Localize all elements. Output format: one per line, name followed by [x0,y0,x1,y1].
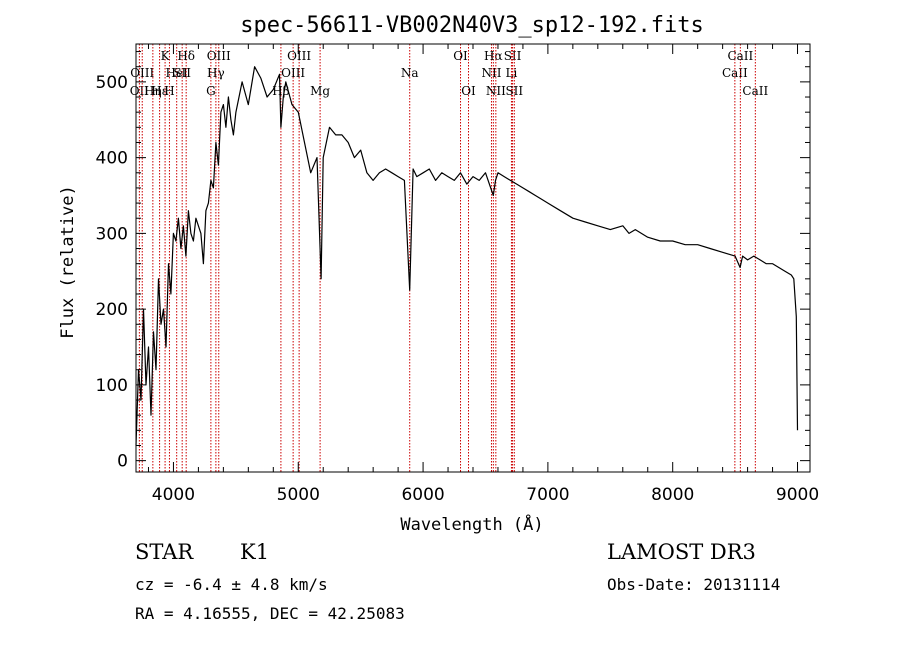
y-axis-label: Flux (relative) [58,185,78,339]
spectral-line-label: G [206,84,216,98]
y-tick-label: 300 [96,224,128,244]
spectral-line-label: OI [453,49,468,63]
redshift-cz: cz = -6.4 ± 4.8 km/s [135,575,328,594]
spectral-line-label: Hδ [177,49,195,63]
x-tick-label: 8000 [651,485,694,505]
chart-title: spec-56611-VB002N40V3_sp12-192.fits [240,13,704,38]
spectral-line-label: SII [173,66,191,80]
y-tick-label: 100 [96,376,128,396]
coordinates: RA = 4.16555, DEC = 42.25083 [135,604,405,623]
spectral-line-label: OIII [287,49,311,63]
spectral-line-label: K [161,49,171,63]
data-release: LAMOST DR3 [607,540,756,564]
spectral-line-label: CaII [727,49,753,63]
spectral-line-label: OIII [130,66,154,80]
y-tick-label: 500 [96,73,128,93]
spectral-line-label: CaII [742,84,768,98]
spectral-line-label: SII [505,84,523,98]
spectral-line-label: Mg [310,84,330,98]
spectral-line-label: Hγ [207,66,225,80]
spectral-line-label: Na [401,66,419,80]
spectral-line-label: OIII [281,66,305,80]
object-subclass: K1 [240,540,270,564]
spectral-line-label: NII [486,84,506,98]
axis-ticks: 4000 5000 6000 7000 8000 9000 0 100 200 300 400 500 [96,44,819,505]
x-tick-label: 6000 [401,485,444,505]
spectral-line-label: Hη [144,84,162,98]
y-tick-label: 0 [117,452,128,472]
y-tick-label: 400 [96,149,128,169]
y-tick-label: 200 [96,300,128,320]
spectrum-series [135,66,799,446]
obs-date: Obs-Date: 20131114 [607,575,781,594]
spectrum-line [135,66,799,446]
spectral-line-label: CaII [722,66,748,80]
spectral-line-label: Li [506,66,518,80]
x-tick-label: 9000 [776,485,819,505]
spectral-line-label: OII [130,84,150,98]
spectral-line-label: NII [481,66,501,80]
spectral-line-label: OI [461,84,476,98]
spectral-line-label: OIII [207,49,231,63]
x-tick-label: 4000 [152,485,195,505]
x-tick-label: 5000 [277,485,320,505]
spectral-line-label: Hε [151,84,168,98]
spectral-line-label: H [164,84,174,98]
object-type: STAR [135,540,194,564]
x-tick-label: 7000 [526,485,569,505]
spectral-line-label: SII [504,49,522,63]
spectral-line-label: Hα [484,49,503,63]
x-axis-label: Wavelength (Å) [400,513,543,535]
line-markers: OIIOIIIHηHεKHHeISIIHδGHγOIIIHβOIIIOIIIMg… [130,44,768,472]
